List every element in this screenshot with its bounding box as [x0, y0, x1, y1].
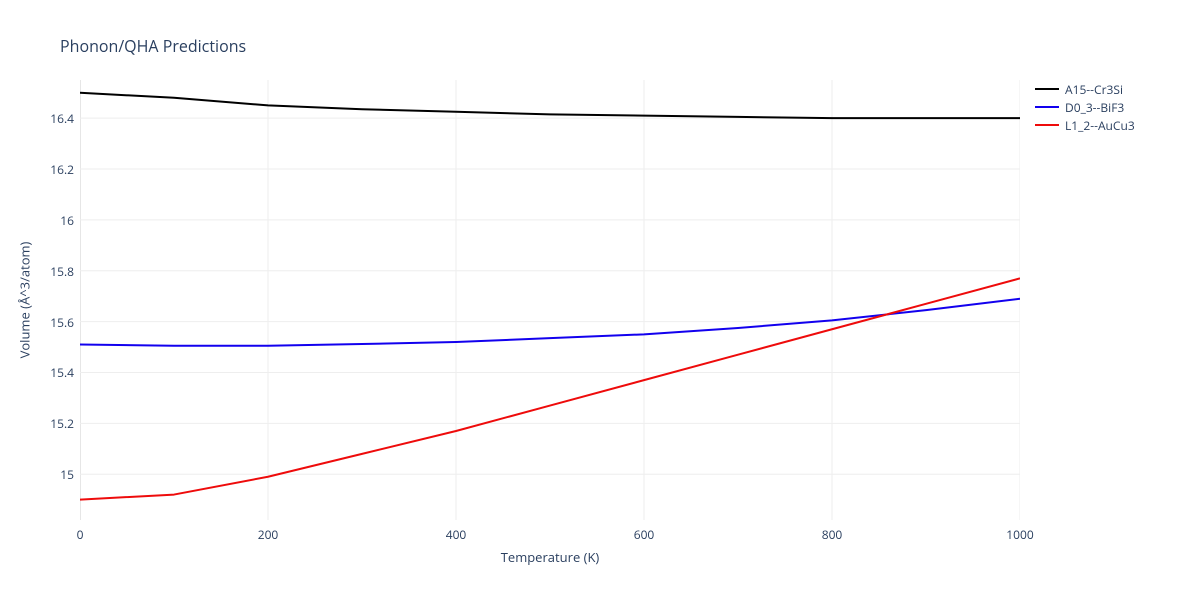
x-axis-label: Temperature (K) — [80, 548, 1020, 566]
legend-swatch — [1035, 106, 1059, 108]
legend-label: D0_3--BiF3 — [1065, 99, 1124, 116]
y-tick-label: 15.6 — [50, 314, 74, 331]
x-tick-label: 0 — [65, 526, 95, 543]
legend-item[interactable]: A15--Cr3Si — [1035, 80, 1135, 98]
legend: A15--Cr3SiD0_3--BiF3L1_2--AuCu3 — [1035, 80, 1135, 134]
y-tick-label: 16 — [60, 212, 74, 229]
y-tick-label: 15.4 — [50, 364, 74, 381]
x-tick-label: 400 — [441, 526, 471, 543]
legend-item[interactable]: D0_3--BiF3 — [1035, 98, 1135, 116]
series-line[interactable] — [80, 299, 1020, 346]
legend-label: A15--Cr3Si — [1065, 81, 1123, 98]
series-line[interactable] — [80, 93, 1020, 118]
x-tick-label: 1000 — [1005, 526, 1035, 543]
y-tick-label: 15 — [60, 466, 74, 483]
y-axis-label: Volume (Å^3/atom) — [14, 80, 34, 520]
legend-swatch — [1035, 88, 1059, 90]
y-tick-label: 15.2 — [50, 415, 74, 432]
x-tick-label: 200 — [253, 526, 283, 543]
series-line[interactable] — [80, 278, 1020, 499]
y-axis-label-text: Volume (Å^3/atom) — [15, 242, 33, 359]
chart-title: Phonon/QHA Predictions — [60, 35, 246, 57]
y-tick-label: 15.8 — [50, 263, 74, 280]
x-tick-label: 600 — [629, 526, 659, 543]
x-tick-label: 800 — [817, 526, 847, 543]
legend-swatch — [1035, 124, 1059, 126]
legend-item[interactable]: L1_2--AuCu3 — [1035, 116, 1135, 134]
y-tick-label: 16.4 — [50, 110, 74, 127]
y-tick-label: 16.2 — [50, 161, 74, 178]
plot-area — [80, 80, 1020, 520]
legend-label: L1_2--AuCu3 — [1065, 117, 1135, 134]
chart-svg — [80, 80, 1020, 520]
